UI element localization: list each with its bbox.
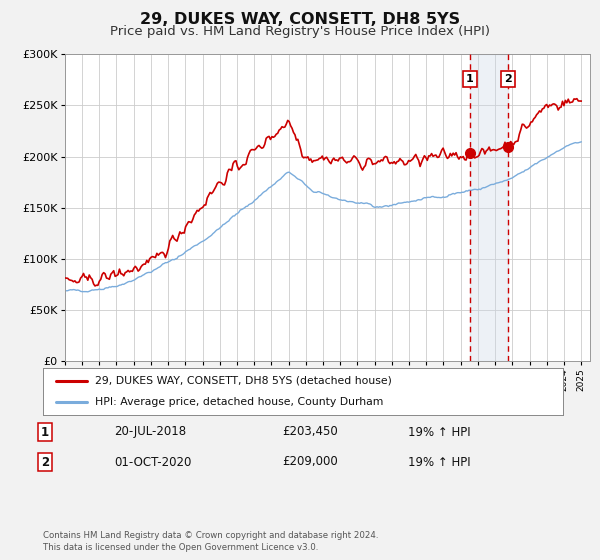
Text: 01-OCT-2020: 01-OCT-2020	[114, 455, 191, 469]
Text: 2: 2	[504, 74, 512, 84]
Text: 29, DUKES WAY, CONSETT, DH8 5YS: 29, DUKES WAY, CONSETT, DH8 5YS	[140, 12, 460, 27]
Text: 1: 1	[466, 74, 474, 84]
Text: 2: 2	[41, 455, 49, 469]
Text: 29, DUKES WAY, CONSETT, DH8 5YS (detached house): 29, DUKES WAY, CONSETT, DH8 5YS (detache…	[95, 376, 392, 386]
Text: 1: 1	[41, 426, 49, 438]
Text: £209,000: £209,000	[282, 455, 338, 469]
Text: 19% ↑ HPI: 19% ↑ HPI	[408, 455, 470, 469]
Bar	[470, 54, 508, 361]
Text: 20-JUL-2018: 20-JUL-2018	[114, 426, 186, 438]
Text: £203,450: £203,450	[282, 426, 338, 438]
Text: Contains HM Land Registry data © Crown copyright and database right 2024.
This d: Contains HM Land Registry data © Crown c…	[43, 531, 379, 552]
Text: Price paid vs. HM Land Registry's House Price Index (HPI): Price paid vs. HM Land Registry's House …	[110, 25, 490, 38]
Text: HPI: Average price, detached house, County Durham: HPI: Average price, detached house, Coun…	[95, 397, 383, 407]
Text: 19% ↑ HPI: 19% ↑ HPI	[408, 426, 470, 438]
